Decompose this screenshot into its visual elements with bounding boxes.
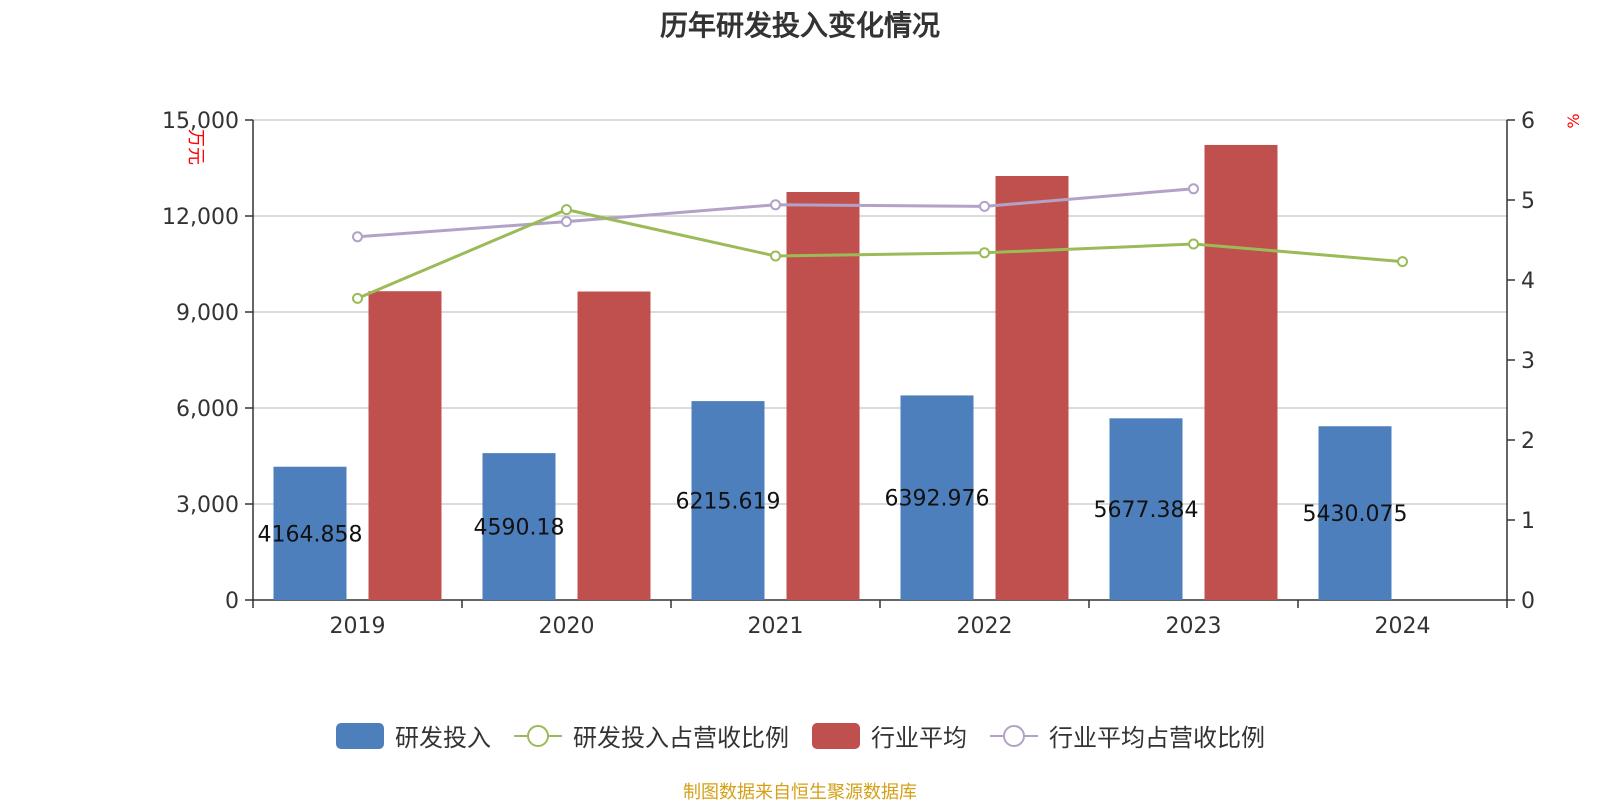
y-right-tick-label: 4 bbox=[1521, 269, 1535, 294]
legend-label-industry-ratio: 行业平均占营收比例 bbox=[1049, 724, 1265, 752]
point-rd-ratio bbox=[979, 247, 990, 259]
bar-industry bbox=[1204, 144, 1278, 600]
legend-item-industry-ratio[interactable]: 行业平均占营收比例 bbox=[989, 718, 1265, 753]
y-left-tick-label: 3,000 bbox=[176, 493, 239, 518]
point-rd-ratio bbox=[1188, 238, 1199, 250]
y-left-tick-label: 9,000 bbox=[176, 301, 239, 326]
x-tick-label: 2024 bbox=[1375, 614, 1431, 639]
bar-rd-data-label: 6392.976 bbox=[885, 487, 990, 512]
bar-rd bbox=[482, 453, 556, 600]
x-tick-label: 2019 bbox=[330, 614, 386, 639]
x-tick-label: 2022 bbox=[957, 614, 1013, 639]
y-left-tick-label: 15,000 bbox=[162, 109, 239, 134]
legend-item-rd[interactable]: 研发投入 bbox=[335, 718, 491, 753]
bar-industry bbox=[577, 291, 651, 600]
point-rd-ratio bbox=[352, 292, 363, 304]
y-right-tick-label: 2 bbox=[1521, 429, 1535, 454]
legend-swatch-rd-ratio bbox=[514, 724, 562, 747]
bar-rd bbox=[273, 466, 347, 600]
bar-rd-data-label: 4590.18 bbox=[474, 516, 565, 541]
bar-rd-data-label: 6215.619 bbox=[676, 490, 781, 515]
point-industry-ratio bbox=[979, 200, 990, 212]
x-tick-label: 2023 bbox=[1166, 614, 1222, 639]
point-rd-ratio bbox=[770, 250, 781, 262]
y-left-axis-label: 万元 bbox=[185, 129, 206, 165]
legend-swatch-rd bbox=[336, 722, 384, 749]
y-left-tick-label: 6,000 bbox=[176, 397, 239, 422]
bar-industry bbox=[368, 291, 442, 600]
x-tick-label: 2020 bbox=[539, 614, 595, 639]
bar-rd-data-label: 5677.384 bbox=[1094, 498, 1199, 523]
bar-rd bbox=[1318, 426, 1392, 600]
legend-swatch-industry-ratio bbox=[990, 724, 1038, 747]
bar-rd bbox=[1109, 418, 1183, 600]
point-industry-ratio bbox=[561, 216, 572, 228]
y-left-tick-label: 12,000 bbox=[162, 205, 239, 230]
y-right-tick-label: 1 bbox=[1521, 509, 1535, 534]
bar-industry bbox=[786, 192, 860, 600]
y-right-tick-label: 0 bbox=[1521, 589, 1535, 614]
line-rd-ratio bbox=[356, 208, 1403, 300]
y-right-tick-label: 3 bbox=[1521, 349, 1535, 374]
bar-industry bbox=[995, 176, 1069, 600]
point-industry-ratio bbox=[1188, 183, 1199, 195]
legend-swatch-industry bbox=[812, 722, 860, 749]
x-tick-label: 2021 bbox=[748, 614, 804, 639]
bar-rd bbox=[691, 401, 765, 600]
y-right-tick-label: 5 bbox=[1521, 189, 1535, 214]
legend-item-industry[interactable]: 行业平均 bbox=[811, 718, 967, 753]
point-industry-ratio bbox=[352, 231, 363, 243]
point-rd-ratio bbox=[1397, 256, 1408, 268]
legend-label-rd: 研发投入 bbox=[395, 724, 491, 752]
legend-label-industry: 行业平均 bbox=[871, 724, 967, 752]
point-rd-ratio bbox=[561, 204, 572, 216]
bar-rd-data-label: 5430.075 bbox=[1303, 502, 1408, 527]
legend-label-rd-ratio: 研发投入占营收比例 bbox=[573, 724, 789, 752]
y-right-tick-label: 6 bbox=[1521, 109, 1535, 134]
legend-item-rd-ratio[interactable]: 研发投入占营收比例 bbox=[513, 718, 789, 753]
y-right-axis-label: % bbox=[1564, 113, 1583, 128]
source-note: 制图数据来自恒生聚源数据库 bbox=[683, 782, 917, 803]
y-left-tick-label: 0 bbox=[225, 589, 239, 614]
legend: 研发投入 研发投入占营收比例 行业平均 行业平均占营收比例 bbox=[0, 718, 1600, 753]
bar-rd bbox=[900, 395, 974, 600]
point-industry-ratio bbox=[770, 199, 781, 211]
chart-title: 历年研发投入变化情况 bbox=[659, 9, 940, 42]
bar-rd-data-label: 4164.858 bbox=[258, 522, 363, 547]
